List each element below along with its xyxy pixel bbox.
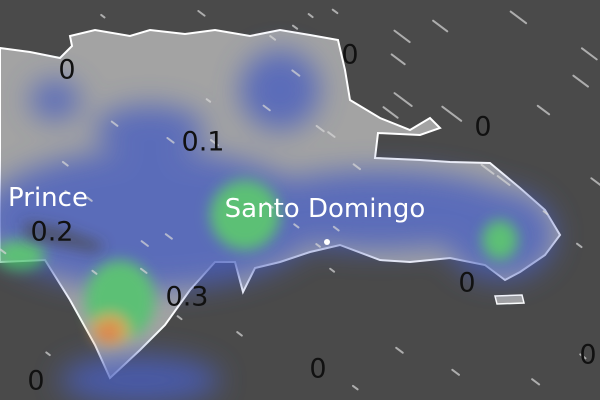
value-label: 0 — [27, 365, 45, 397]
value-label: 0 — [579, 339, 597, 371]
rain-streak — [332, 225, 340, 232]
value-label: 0 — [474, 111, 492, 143]
value-label: 0 — [309, 353, 327, 385]
rain-streak — [293, 223, 300, 229]
value-label: 0.3 — [165, 281, 209, 313]
rain-streak — [590, 177, 600, 186]
rain-streak — [140, 240, 149, 247]
rain-streak — [91, 269, 98, 275]
value-label: 0 — [458, 267, 476, 299]
rain-streak — [86, 196, 93, 202]
rain-streak — [166, 137, 175, 144]
precip-heatmap — [0, 50, 555, 400]
rain-streak — [393, 92, 413, 107]
rain-streak — [579, 353, 587, 360]
rain-streak — [315, 124, 325, 133]
rain-streaks — [0, 8, 600, 391]
city-label-prince: Prince — [8, 183, 88, 213]
city-label-santo-domingo: Santo Domingo — [224, 194, 426, 224]
rain-streak — [236, 331, 243, 337]
rain-streak — [480, 163, 495, 175]
rain-streak — [291, 69, 301, 77]
value-label: 0.2 — [30, 216, 74, 248]
rain-streak — [110, 120, 119, 127]
rain-streak — [269, 35, 277, 41]
rain-streak — [542, 210, 549, 216]
rain-streak — [205, 98, 212, 103]
rain-streak — [45, 351, 51, 357]
rain-streak — [327, 131, 336, 138]
land-islet — [494, 294, 525, 305]
rain-streak — [531, 378, 541, 386]
rain-streak — [100, 13, 106, 19]
rain-streak — [210, 139, 219, 147]
rain-streak — [331, 8, 339, 15]
rain-streak — [496, 175, 511, 186]
value-label: 0 — [58, 54, 76, 86]
city-marker-santo-domingo — [324, 239, 330, 245]
rain-streak — [197, 10, 206, 17]
rain-streak — [580, 47, 598, 61]
rain-streak — [291, 24, 299, 30]
rain-streak — [382, 106, 399, 119]
rain-streak — [575, 242, 583, 249]
rain-streak — [176, 315, 183, 321]
rain-streak — [536, 104, 551, 116]
rain-streak — [164, 233, 173, 240]
rain-streak — [441, 105, 463, 122]
rain-streak — [451, 368, 460, 376]
rain-streak — [390, 53, 406, 66]
rain-streak — [395, 346, 404, 354]
value-label: 0 — [341, 39, 359, 71]
rain-streak — [264, 201, 274, 209]
rain-streak — [572, 74, 589, 88]
rain-streak — [393, 29, 411, 44]
rain-streak — [509, 10, 528, 25]
rain-streak — [0, 248, 7, 255]
rain-streak — [329, 267, 336, 273]
rain-streak — [352, 163, 361, 171]
rain-streak — [140, 267, 148, 274]
rain-streak — [315, 243, 321, 248]
rain-streak — [64, 190, 70, 195]
rain-streak — [61, 160, 69, 167]
rain-streak — [307, 13, 314, 19]
rain-streak — [432, 19, 449, 33]
rain-streak — [262, 104, 271, 112]
rain-streak — [351, 384, 359, 391]
value-label: 0.1 — [181, 126, 225, 158]
